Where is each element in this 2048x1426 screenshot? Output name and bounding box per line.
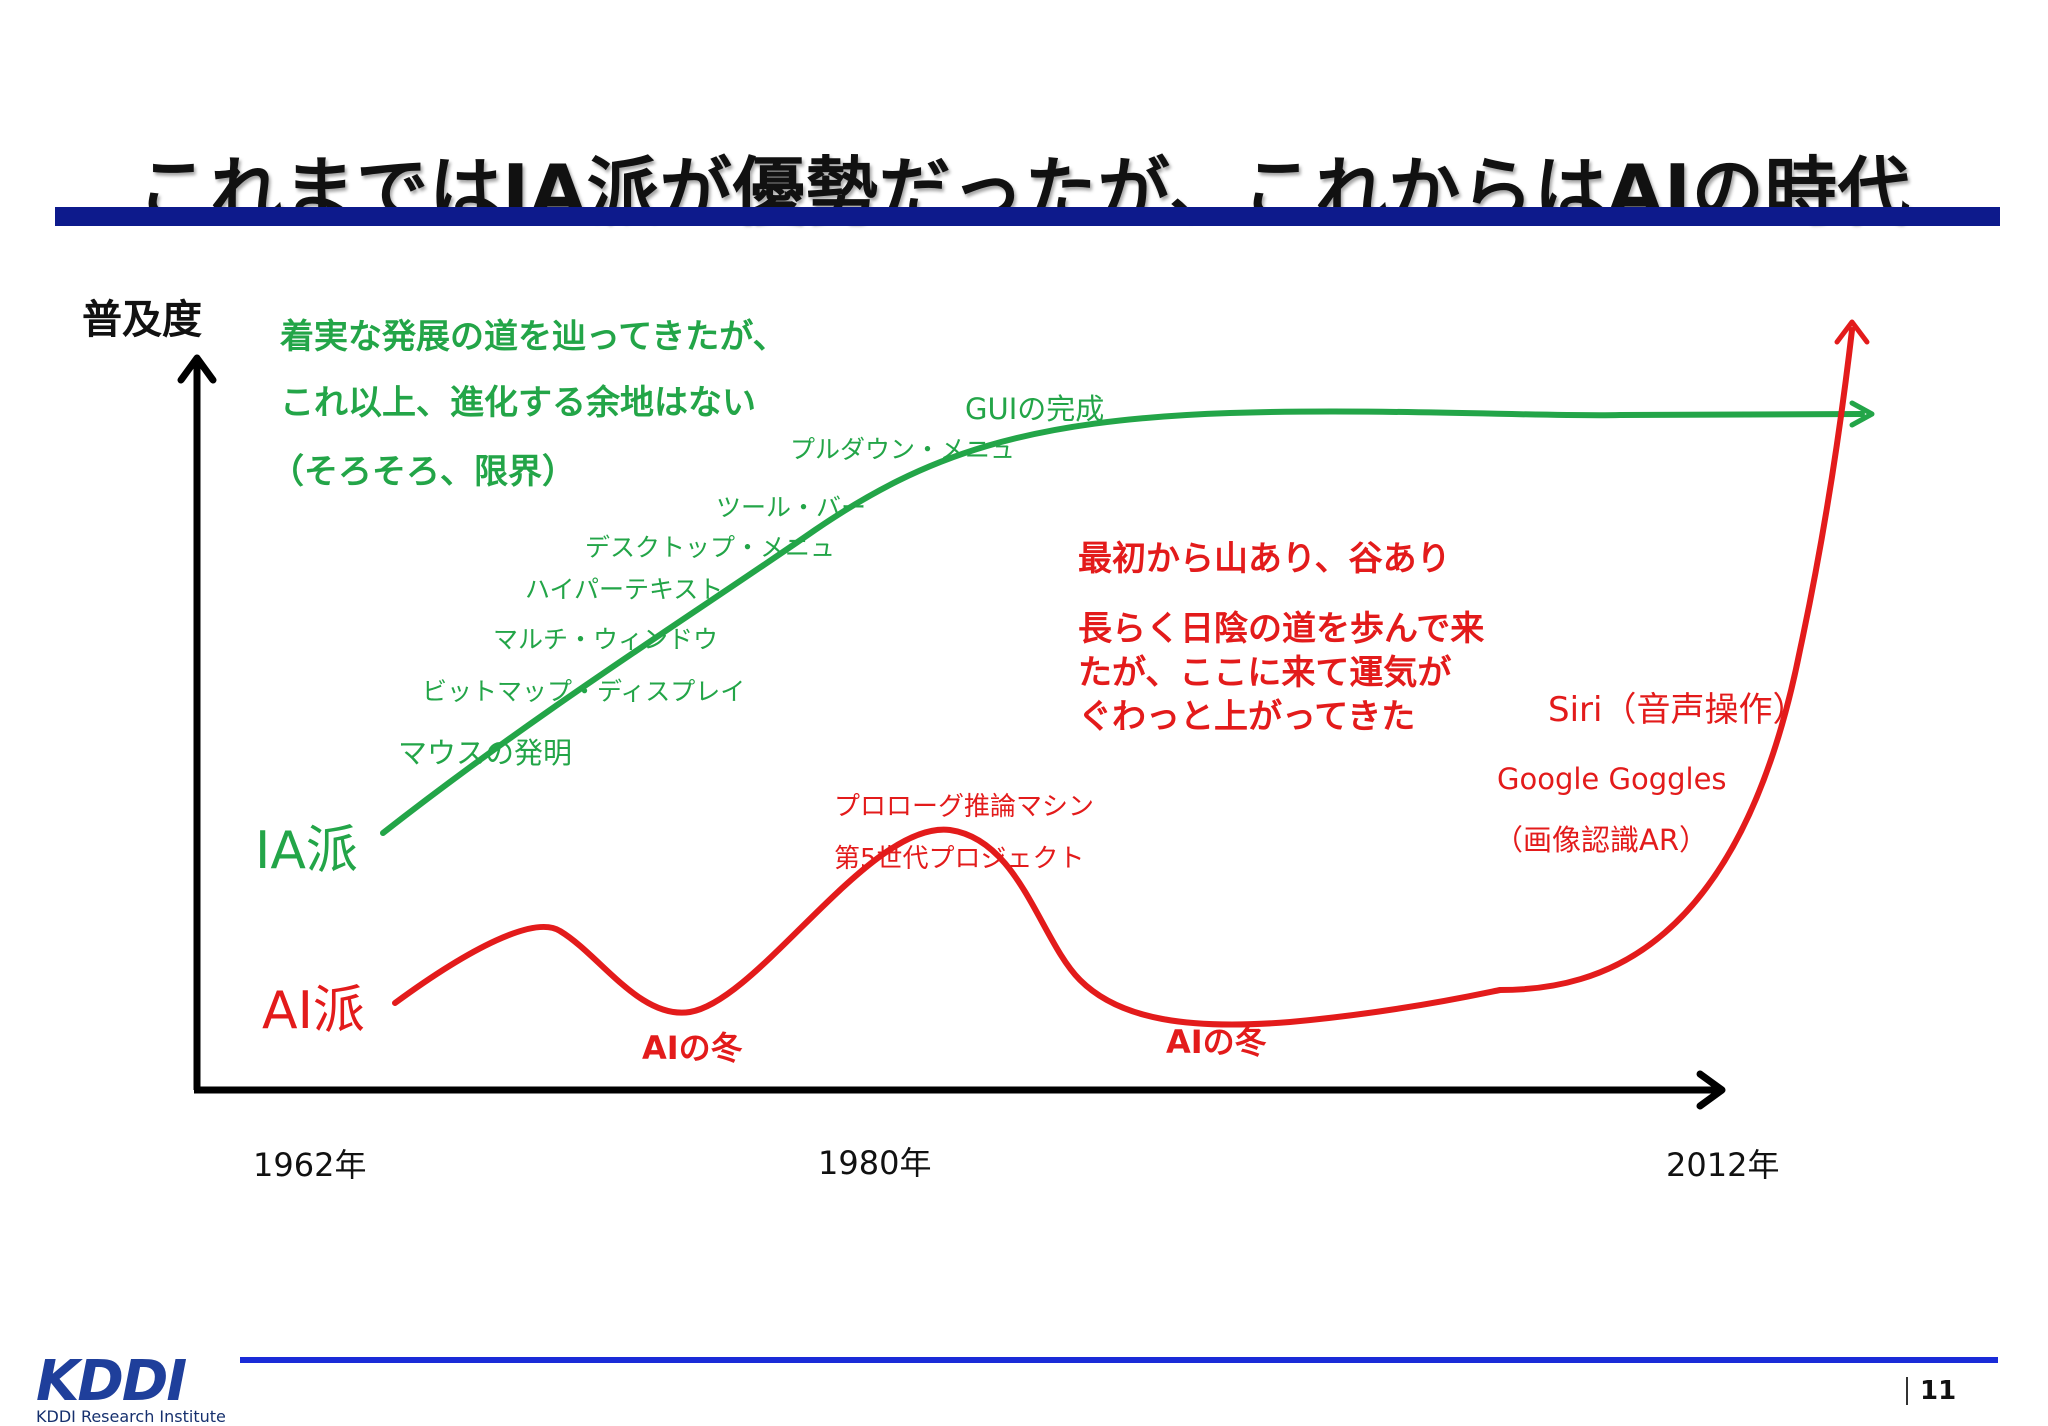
x-axis-arrowhead [1696, 1070, 1726, 1110]
ai-curve [392, 327, 1855, 1028]
ia-milestone: マルチ・ウィンドウ [493, 625, 719, 654]
kddi-logo-subtitle: KDDI Research Institute [36, 1407, 226, 1426]
y-axis-arrowhead [177, 354, 217, 384]
x-tick-label: 1980年 [818, 1144, 932, 1182]
ia-curve-arrowhead [1849, 400, 1875, 428]
page-number-separator [1906, 1377, 1908, 1405]
ai-milestone: Siri（音声操作） [1548, 690, 1807, 730]
ai-milestone: Google Goggles [1497, 762, 1727, 796]
ia-milestone: GUIの完成 [965, 392, 1105, 426]
ia-curve [380, 408, 1865, 836]
ai-series-label: AI派 [262, 981, 365, 1041]
ia-note-line: （そろそろ、限界） [270, 452, 576, 492]
ia-series-label: IA派 [255, 821, 358, 881]
ia-milestone: プルダウン・メニュ [790, 435, 1016, 464]
ia-milestone: ビットマップ・ディスプレイ [422, 677, 746, 706]
ia-milestone: ハイパーテキスト [525, 575, 724, 604]
ia-note-line: 着実な発展の道を辿ってきたが、 [280, 317, 787, 357]
ia-milestone: ツール・バー [716, 493, 867, 522]
ai-note-line: 最初から山あり、谷あり [1078, 539, 1451, 579]
ai-milestone: プロローグ推論マシン [834, 792, 1095, 822]
ia-note-line: これ以上、進化する余地はない [280, 383, 756, 423]
ai-winter-label: AIの冬 [642, 1029, 743, 1067]
x-tick-label: 2012年 [1666, 1146, 1780, 1184]
page-number: 11 [1920, 1376, 1957, 1406]
x-tick-label: 1962年 [253, 1146, 367, 1184]
title-underline-bar [55, 207, 2000, 226]
ai-note-line: 長らく日陰の道を歩んで来 [1078, 609, 1485, 649]
ai-milestone: （画像認識AR） [1494, 823, 1708, 857]
kddi-logo-text: KDDI [36, 1350, 186, 1406]
ai-note-line: たが、ここに来て運気が [1078, 653, 1452, 693]
ai-winter-label: AIの冬 [1166, 1023, 1267, 1061]
ai-note-line: ぐわっと上がってきた [1078, 697, 1416, 737]
footer-line [240, 1357, 1998, 1363]
ai-milestone: 第5世代プロジェクト [834, 844, 1085, 874]
ia-milestone: マウスの発明 [398, 736, 573, 770]
kddi-logo: KDDI [36, 1350, 188, 1406]
ai-curve-arrowhead [1834, 319, 1870, 345]
y-axis-label: 普及度 [82, 297, 202, 343]
ia-milestone: デスクトップ・メニュ [585, 533, 836, 562]
